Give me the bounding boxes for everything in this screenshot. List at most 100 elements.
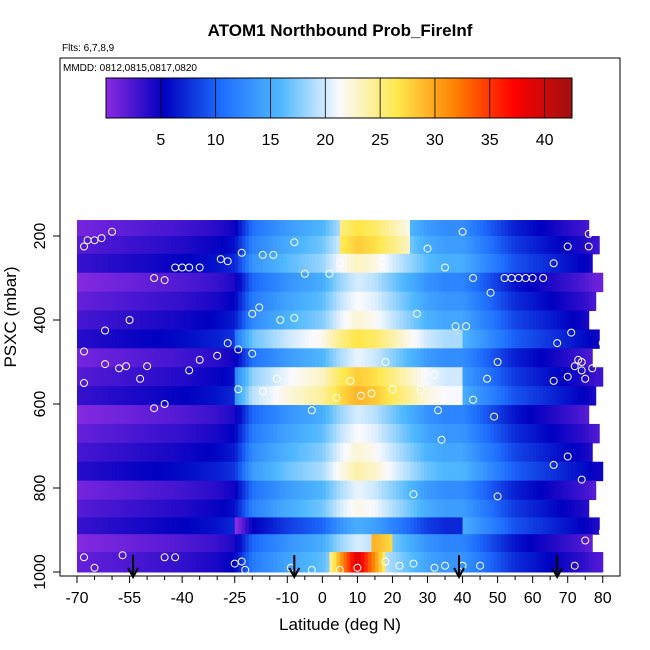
heatmap-cell bbox=[536, 310, 541, 330]
heatmap-cell bbox=[115, 480, 120, 501]
heatmap-cell bbox=[262, 480, 267, 501]
heatmap-cell bbox=[409, 405, 414, 425]
heatmap-cell bbox=[550, 236, 555, 255]
heatmap-cell bbox=[266, 423, 271, 444]
colorbar-tick-label: 25 bbox=[371, 132, 389, 149]
heatmap-cell bbox=[248, 517, 253, 535]
heatmap-cell bbox=[581, 310, 586, 330]
heatmap-cell bbox=[273, 291, 278, 312]
heatmap-cell bbox=[581, 291, 586, 312]
heatmap-cell bbox=[101, 386, 106, 406]
heatmap-cell bbox=[318, 480, 323, 501]
heatmap-cell bbox=[402, 386, 407, 406]
heatmap-cell bbox=[213, 291, 218, 312]
heatmap-cell bbox=[459, 405, 464, 425]
heatmap-cell bbox=[255, 220, 260, 237]
heatmap-cell bbox=[378, 405, 383, 425]
heatmap-cell bbox=[557, 405, 562, 425]
heatmap-cell bbox=[301, 480, 306, 501]
heatmap-cell bbox=[487, 272, 492, 293]
heatmap-cell bbox=[241, 499, 246, 518]
heatmap-cell bbox=[220, 534, 225, 553]
heatmap-cell bbox=[585, 552, 590, 573]
heatmap-cell bbox=[578, 310, 583, 330]
heatmap-cell bbox=[469, 552, 474, 573]
heatmap-cell bbox=[182, 534, 187, 553]
heatmap-cell bbox=[452, 442, 457, 463]
heatmap-cell bbox=[357, 534, 362, 553]
heatmap-cell bbox=[84, 386, 89, 406]
heatmap-cell bbox=[511, 310, 516, 330]
heatmap-cell bbox=[560, 517, 565, 535]
heatmap-cell bbox=[129, 499, 134, 518]
heatmap-cell bbox=[483, 236, 488, 255]
heatmap-cell bbox=[462, 220, 467, 237]
heatmap-cell bbox=[508, 236, 513, 255]
heatmap-cell bbox=[161, 236, 166, 255]
heatmap-cell bbox=[539, 534, 544, 553]
heatmap-cell bbox=[276, 291, 281, 312]
heatmap-cell bbox=[395, 253, 400, 274]
observation-point bbox=[377, 257, 386, 266]
heatmap-cell bbox=[322, 236, 327, 255]
heatmap-cell bbox=[371, 329, 376, 349]
heatmap-cell bbox=[452, 310, 457, 330]
heatmap-cell bbox=[462, 291, 467, 312]
heatmap-cell bbox=[234, 442, 239, 463]
heatmap-cell bbox=[480, 405, 485, 425]
heatmap-cell bbox=[459, 534, 464, 553]
heatmap-cell bbox=[536, 272, 541, 293]
heatmap-cell bbox=[80, 253, 85, 274]
heatmap-cell bbox=[357, 310, 362, 330]
heatmap-cell bbox=[567, 423, 572, 444]
heatmap-cell bbox=[119, 367, 124, 387]
heatmap-cell bbox=[336, 348, 341, 368]
heatmap-cell bbox=[147, 517, 152, 535]
heatmap-cell bbox=[241, 272, 246, 293]
heatmap-cell bbox=[259, 423, 264, 444]
heatmap-cell bbox=[238, 253, 243, 274]
heatmap-cell bbox=[448, 552, 453, 573]
heatmap-cell bbox=[445, 367, 450, 387]
heatmap-cell bbox=[487, 461, 492, 482]
x-tick-label: 70 bbox=[559, 590, 577, 607]
heatmap-cell bbox=[581, 253, 586, 274]
heatmap-cell bbox=[588, 534, 593, 553]
heatmap-cell bbox=[224, 236, 229, 255]
heatmap-cell bbox=[185, 552, 190, 573]
heatmap-cell bbox=[462, 517, 467, 535]
heatmap-cell bbox=[434, 405, 439, 425]
heatmap-cell bbox=[567, 461, 572, 482]
heatmap-cell bbox=[91, 534, 96, 553]
heatmap-cell bbox=[539, 329, 544, 349]
heatmap-cell bbox=[557, 534, 562, 553]
heatmap-cell bbox=[508, 405, 513, 425]
heatmap-cell bbox=[581, 272, 586, 293]
heatmap-cell bbox=[94, 534, 99, 553]
heatmap-cell bbox=[262, 534, 267, 553]
heatmap-cell bbox=[539, 552, 544, 573]
heatmap-cell bbox=[248, 423, 253, 444]
heatmap-cell bbox=[98, 461, 103, 482]
heatmap-cell bbox=[325, 348, 330, 368]
heatmap-cell bbox=[459, 386, 464, 406]
observation-point bbox=[486, 288, 495, 297]
heatmap-cell bbox=[290, 442, 295, 463]
heatmap-cell bbox=[504, 291, 509, 312]
heatmap-cell bbox=[112, 329, 117, 349]
heatmap-cell bbox=[399, 499, 404, 518]
heatmap-cell bbox=[129, 236, 134, 255]
heatmap-cell bbox=[133, 405, 138, 425]
heatmap-cell bbox=[252, 386, 257, 406]
heatmap-cell bbox=[371, 386, 376, 406]
heatmap-cell bbox=[455, 310, 460, 330]
y-tick-label: 600 bbox=[32, 391, 49, 418]
colorbar-tick-label: 40 bbox=[536, 132, 554, 149]
heatmap-cell bbox=[154, 405, 159, 425]
heatmap-cell bbox=[441, 272, 446, 293]
heatmap-cell bbox=[350, 534, 355, 553]
heatmap-cell bbox=[308, 367, 313, 387]
heatmap-cell bbox=[224, 517, 229, 535]
heatmap-cell bbox=[182, 442, 187, 463]
heatmap-cell bbox=[329, 461, 334, 482]
